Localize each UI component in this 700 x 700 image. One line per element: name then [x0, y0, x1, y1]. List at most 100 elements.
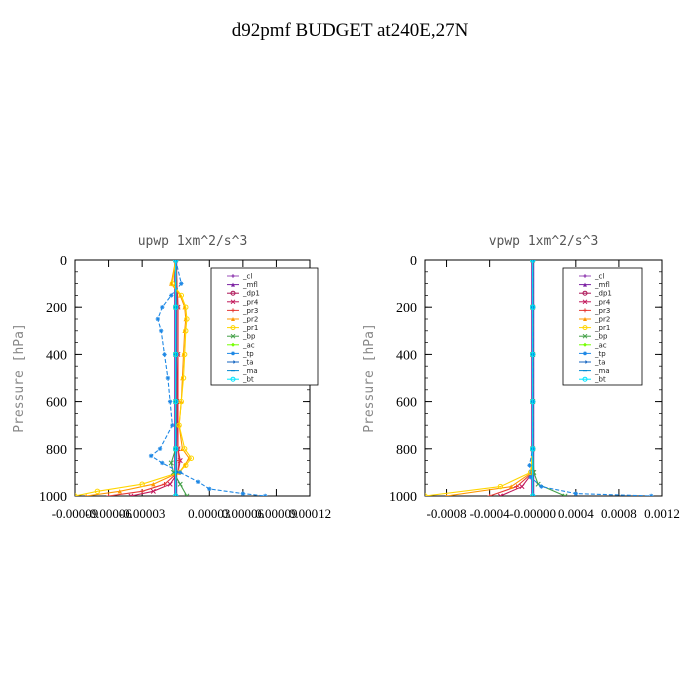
legend-label: _tp — [242, 350, 254, 358]
x-tick-label: -0.00009 — [52, 506, 99, 521]
data-point-pr4 — [128, 493, 134, 496]
legend-label: _cl — [594, 273, 604, 281]
data-point-pr1 — [425, 493, 428, 496]
data-point-pr2 — [151, 482, 156, 487]
legend-label: _mfl — [594, 281, 610, 289]
data-point-pr1 — [139, 481, 145, 487]
legend-marker — [582, 290, 588, 296]
data-point-tp — [167, 399, 173, 404]
x-tick-label: 0.0008 — [601, 506, 637, 521]
data-point-pr2 — [445, 493, 448, 496]
legend-label: _dp1 — [594, 290, 612, 298]
legend-marker — [231, 351, 235, 356]
legend-marker — [582, 299, 588, 305]
data-point-pr1 — [183, 328, 189, 334]
legend-label: _tp — [594, 350, 606, 358]
legend-marker — [582, 333, 588, 339]
legend-label: _ac — [242, 341, 255, 349]
data-point-tp — [528, 474, 533, 480]
data-point-pr1 — [169, 280, 176, 287]
series-line-tp — [150, 260, 266, 496]
legend-label: _pr4 — [242, 298, 259, 306]
y-tick-label: 0 — [60, 254, 67, 269]
data-point-tp — [539, 484, 544, 489]
data-point-ta — [530, 260, 536, 262]
x-tick-label: 0.00003 — [188, 506, 230, 521]
data-point-tp — [527, 463, 532, 468]
data-point-ta — [173, 494, 179, 496]
data-point-pr1 — [75, 493, 78, 496]
data-point-pr1 — [183, 462, 189, 469]
legend-marker — [230, 299, 236, 305]
legend-marker — [230, 376, 236, 382]
legend-label: _ma — [594, 367, 610, 375]
data-point-bp — [177, 481, 183, 487]
legend-marker — [231, 308, 235, 313]
data-point-bt — [530, 446, 536, 452]
data-point-tp — [195, 479, 201, 485]
data-point-pr1 — [94, 488, 101, 494]
legend-marker — [231, 317, 235, 321]
y-tick-label: 200 — [46, 301, 67, 316]
y-tick-label: 400 — [396, 348, 417, 363]
legend-label: _pr2 — [242, 316, 258, 324]
data-point-pr3 — [487, 493, 492, 496]
legend-marker — [582, 325, 588, 331]
legend-label: _pr4 — [594, 298, 611, 306]
y-tick-label: 200 — [396, 301, 417, 316]
y-tick-label: 0 — [410, 254, 417, 269]
data-point-bt — [173, 351, 179, 358]
data-point-tp — [165, 375, 171, 381]
data-point-pr1 — [181, 351, 188, 358]
legend-marker — [582, 376, 588, 382]
legend-marker — [583, 282, 587, 287]
data-point-pr4 — [167, 481, 173, 487]
data-point-pr1 — [183, 304, 189, 310]
data-point-tp — [169, 293, 174, 298]
y-tick-label: 1000 — [389, 490, 417, 505]
legend-label: _ac — [594, 341, 607, 349]
data-point-pr1 — [180, 375, 187, 381]
series-group — [425, 260, 654, 496]
x-tick-label: -0.00006 — [85, 506, 132, 521]
legend-label: _pr1 — [594, 324, 610, 332]
data-point-bp — [562, 493, 568, 496]
y-tick-label: 600 — [46, 396, 67, 411]
data-point-tp — [158, 328, 164, 333]
y-axis-label: Pressure [hPa] — [12, 323, 27, 433]
data-point-bt — [173, 398, 179, 405]
data-point-pr3 — [162, 482, 167, 487]
legend-marker — [230, 333, 236, 339]
data-point-pr1 — [181, 446, 188, 452]
legend-label: _dp1 — [242, 290, 260, 298]
data-point-bt — [530, 351, 536, 358]
chart-panel-1: upwp 1xm^2/s^3 Pressure [hPa] 0 200 400 600 80… — [12, 234, 331, 521]
x-tick-label: 0.00012 — [289, 506, 331, 521]
series-line-pr3 — [108, 260, 180, 496]
x-tick-label: -0.0004 — [470, 506, 511, 521]
data-point-pr4 — [150, 488, 156, 494]
data-point-tp — [263, 493, 268, 496]
x-tick-label: -0.00003 — [119, 506, 166, 521]
data-point-tp — [573, 491, 579, 496]
legend-label: _pr1 — [242, 324, 258, 332]
y-tick-label: 400 — [46, 348, 67, 363]
data-point-pr2 — [117, 489, 122, 494]
legend-label: _ta — [594, 359, 606, 367]
data-point-bp — [184, 493, 190, 496]
chart-panel-2: vpwp 1xm^2/s^3 Pressure [hPa] 0 200 400 600 80… — [362, 234, 680, 521]
legend-label: _bt — [242, 376, 254, 384]
legend-label: _bt — [594, 376, 606, 384]
legend-marker — [231, 274, 235, 278]
series-group — [75, 260, 268, 496]
legend-marker — [583, 351, 587, 356]
legend-marker — [230, 325, 236, 331]
y-tick-label: 600 — [396, 396, 417, 411]
data-point-pr4 — [497, 493, 503, 496]
x-tick-label: 0.00006 — [222, 506, 265, 521]
data-point-bt — [173, 304, 179, 310]
series-line-bp — [532, 260, 566, 496]
legend-label: _mfl — [242, 281, 258, 289]
x-tick-label: 0.0004 — [558, 506, 594, 521]
